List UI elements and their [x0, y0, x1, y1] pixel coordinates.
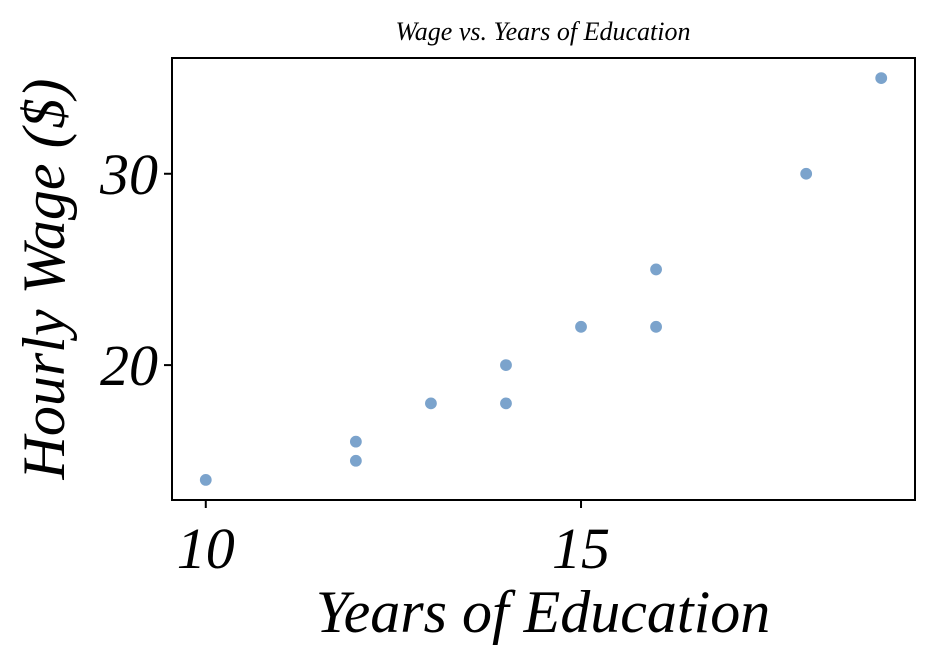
data-point-4: [423, 396, 439, 411]
data-point-10: [799, 166, 814, 181]
data-point-8: [648, 262, 664, 277]
data-point-9: [648, 319, 664, 334]
axis-ticks: 10 15 20 30: [99, 142, 610, 581]
data-points: [198, 70, 889, 488]
chart-title: Wage vs. Years of Education: [396, 17, 691, 46]
data-point-7: [573, 319, 589, 334]
y-tick-label-20: 20: [100, 333, 158, 398]
x-axis-label: Years of Education: [316, 579, 770, 645]
y-axis-label: Hourly Wage ($): [11, 78, 77, 480]
y-tick-label-30: 30: [99, 142, 158, 207]
plot-area-frame: [171, 57, 916, 501]
data-point-1: [198, 472, 213, 488]
x-tick-label-15: 15: [552, 516, 610, 581]
data-point-3: [348, 453, 363, 468]
data-point-6: [498, 396, 514, 411]
data-point-11: [874, 70, 889, 86]
data-point-5: [498, 358, 514, 373]
x-tick-label-10: 10: [177, 516, 235, 581]
data-point-2: [348, 434, 363, 449]
